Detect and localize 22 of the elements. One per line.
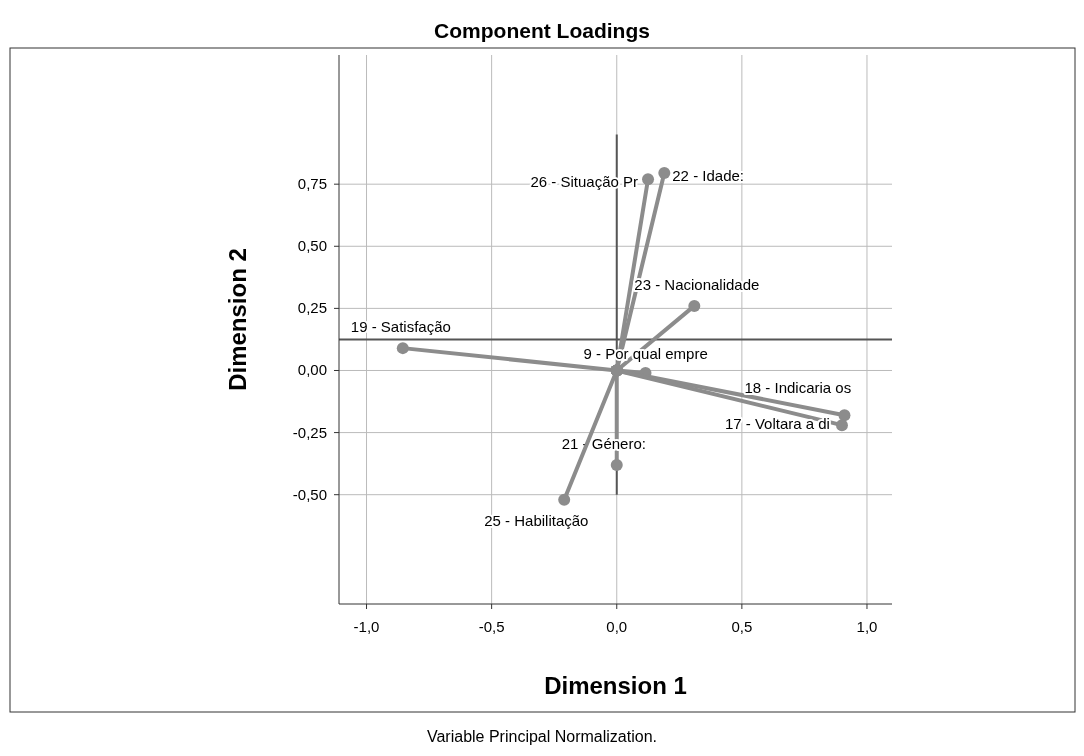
x-axis-title: Dimension 1 [544,672,687,699]
series-label: 22 - Idade: [672,167,745,184]
series-label: 25 - Habilitação [484,511,589,529]
y-tick-label: 0,25 [297,299,327,317]
x-tick-label: 1,0 [856,618,878,635]
y-axis-title: Dimension 2 [224,248,251,391]
y-tick-label: 0,75 [297,175,327,193]
series-label: 23 - Nacionalidade [634,275,760,293]
y-tick-label: 0,50 [297,237,327,255]
series-label: 21 - Género: [561,434,646,452]
x-tick-label: -0,5 [478,618,505,635]
y-tick-label: -0,25 [292,423,327,441]
y-tick-label: 0,00 [297,361,327,379]
x-tick-label: -1,0 [353,618,380,635]
series-label: 17 - Voltara a di [724,415,830,433]
x-tick-label: 0,5 [731,618,753,635]
series-label: 19 - Satisfação [350,318,451,336]
x-tick-label: 0,0 [606,618,628,635]
y-tick-label: -0,50 [292,485,327,503]
series-label: 18 - Indicaria os [744,379,852,397]
text: Variable Principal Normalization. [426,728,658,745]
chart-title: Component Loadings [434,19,650,42]
